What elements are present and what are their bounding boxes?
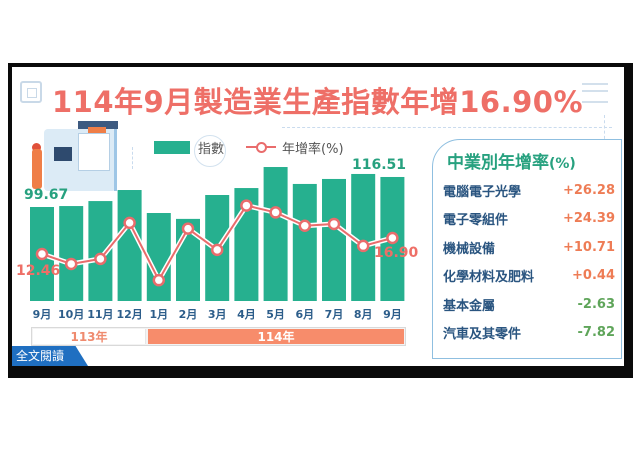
industry-rate: +10.71 [562,239,615,255]
industry-name: 機械設備 [443,241,496,257]
month-label: 2月 [178,308,198,321]
industry-rate: +26.28 [562,182,615,198]
bar-legend-swatch [154,140,190,154]
growth-rate-point [64,257,78,271]
decor-dash [282,127,612,128]
index-bar [322,178,346,301]
month-label: 5月 [266,308,285,321]
first-index-label: 99.67 [24,187,69,203]
growth-rate-point [123,216,136,230]
month-label: 12月 [116,308,143,321]
month-label: 10月 [58,308,85,321]
growth-rate-point [269,206,282,219]
factory-machine-illustration [26,119,121,191]
globe-icon [194,135,226,167]
industry-row: 電腦電子光學 +26.28 [443,178,615,202]
infographic: 114年9月製造業生產指數年增16.90% 指數 年增率(%) 99.67 11… [12,67,624,366]
month-label: 11月 [87,308,114,321]
industry-row: 機械設備 +10.71 [443,235,615,259]
month-label: 6月 [295,308,315,321]
month-label: 9月 [383,308,402,321]
month-label: 8月 [353,308,373,321]
last-index-label: 116.51 [352,157,407,173]
month-label: 3月 [207,308,227,321]
growth-rate-point [181,222,195,235]
index-bar [146,213,171,301]
industry-name: 電腦電子光學 [443,184,522,200]
industry-rate: -2.63 [577,296,615,312]
month-label: 7月 [324,308,344,321]
growth-rate-point [298,219,312,232]
industry-row: 汽車及其零件 -7.82 [443,321,615,345]
index-bar [117,190,142,301]
year-group-bar: 113年 114年 [31,327,406,346]
last-rate-label: 16.90 [374,245,419,261]
chart-legend: 指數 年增率(%) [154,137,344,157]
line-legend-label: 年增率(%) [282,141,344,157]
month-label: 1月 [149,308,169,321]
growth-rate-point [240,199,253,212]
industry-name: 化學材料及肥料 [443,270,535,285]
year-113-label: 113年 [33,329,146,344]
chart-plot [30,167,405,301]
industry-row: 基本金屬 -2.63 [443,292,615,316]
index-bar [292,183,317,301]
month-label: 9月 [32,308,52,321]
industry-name: 汽車及其零件 [443,327,522,342]
industry-rate: +24.39 [562,211,615,226]
line-legend-swatch [246,140,277,154]
growth-rate-point [35,247,49,261]
growth-rate-point [210,243,224,257]
page-title: 114年9月製造業生產指數年增16.90% [52,85,583,119]
growth-rate-point [152,273,166,287]
index-bar [263,167,288,301]
year-114-label: 114年 [148,329,404,344]
lines-icon [582,83,608,103]
growth-rate-point [327,217,341,231]
industry-growth-panel: 中業別年增率(%) 電腦電子光學 +26.28 電子零組件 +24.39 機械設備 +10… [432,139,622,359]
panel-title: 中業別年增率(%) [447,153,576,173]
industry-rate: +0.44 [572,268,615,283]
chip-icon [20,81,42,103]
first-rate-label: 12.46 [16,263,61,279]
read-full-text-button[interactable]: 全文閱讀 [12,346,88,366]
growth-rate-point [386,231,399,245]
index-bar [59,206,84,301]
industry-name: 電子零組件 [443,213,509,228]
growth-rate-point [94,252,107,266]
bar-legend-label: 指數 [198,141,225,157]
growth-rate-point [356,239,370,253]
production-index-chart: 99.67 116.51 12.46 16.90 9月 10月 11月 12月 1月 2月… [12,67,418,366]
industry-name: 基本金屬 [443,298,496,314]
month-label: 4月 [237,308,256,321]
decor-dash [132,147,133,169]
industry-rate: -7.82 [577,325,615,340]
industry-row: 電子零組件 +24.39 [443,207,615,231]
industry-row: 化學材料及肥料 +0.44 [443,264,615,288]
